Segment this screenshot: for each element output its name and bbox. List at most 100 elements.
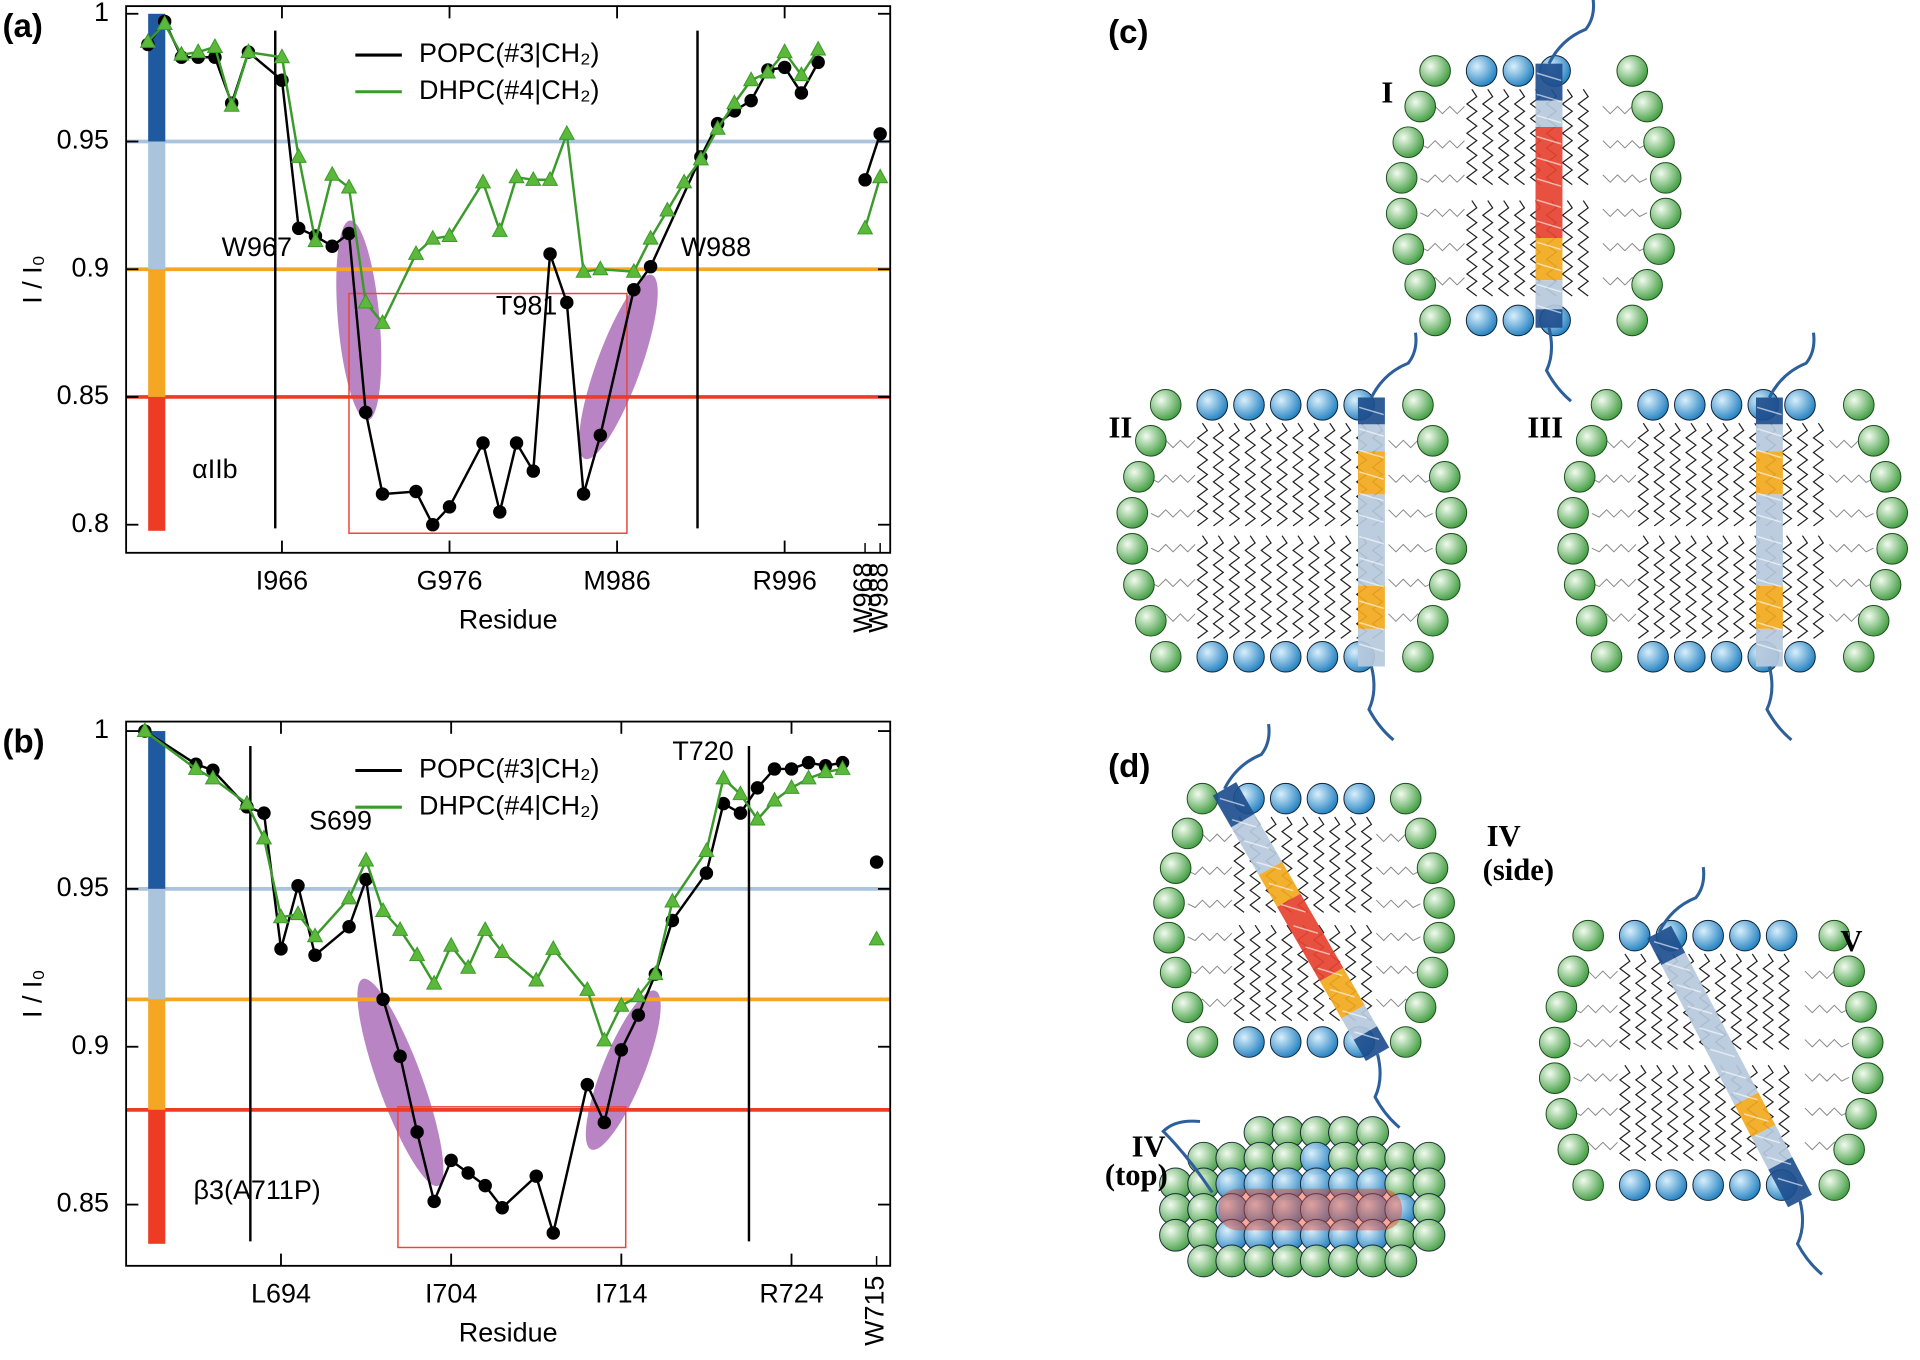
data-point <box>726 94 743 110</box>
lipid-tail <box>1276 535 1288 639</box>
lipid-tail <box>1573 1107 1618 1117</box>
lipid-tail <box>1602 242 1648 252</box>
data-point <box>750 781 765 795</box>
x-tick-label: I966 <box>256 565 308 595</box>
lipid-head <box>1153 921 1185 954</box>
data-point <box>614 1043 629 1057</box>
helix-turn <box>1219 797 1245 807</box>
lipid-tail <box>1187 866 1233 876</box>
data-point <box>393 1049 407 1063</box>
helix-turn <box>1536 156 1562 166</box>
lipid-head <box>1116 497 1149 529</box>
helix-segment <box>1734 1092 1776 1138</box>
lipid-tail <box>1618 1064 1631 1162</box>
x-tick-label: W715 <box>860 1276 890 1346</box>
data-point <box>408 946 426 962</box>
lipid-head <box>1538 1062 1571 1094</box>
lipid-head <box>1428 569 1461 601</box>
lipid-tail <box>1812 535 1825 639</box>
lipid-head <box>1784 640 1816 673</box>
lipid-head <box>1135 425 1167 457</box>
helix-turn <box>1732 1091 1758 1101</box>
lipid-head <box>1233 389 1265 421</box>
helix-turn <box>1536 135 1562 145</box>
x-tick-label: I714 <box>595 1278 647 1308</box>
panel-label: (c) <box>1108 14 1148 51</box>
helix-turn <box>1231 818 1257 828</box>
lipid-tail <box>1150 509 1196 518</box>
helix-turn <box>1756 535 1782 545</box>
lipid-head <box>1590 389 1623 421</box>
lipid-tail <box>1187 899 1233 909</box>
highlight-ellipse <box>357 978 444 1187</box>
data-point <box>749 810 766 826</box>
lipid-tail <box>1339 422 1352 527</box>
lipid-tail <box>1591 474 1637 484</box>
lipid-tail <box>1196 535 1209 639</box>
lipid-head <box>1385 197 1418 230</box>
data-point <box>692 150 710 166</box>
lipid-tail <box>1650 1064 1663 1162</box>
helix-turn <box>1358 492 1384 502</box>
data-point <box>340 178 358 194</box>
lipid-head <box>1159 852 1192 884</box>
helix-terminus <box>1370 332 1418 399</box>
helix-top <box>1218 1188 1403 1231</box>
data-point <box>856 219 874 235</box>
y-tick-label: 1 <box>94 714 109 744</box>
data-point <box>376 992 390 1007</box>
lipid-head <box>1171 817 1204 850</box>
data-point <box>255 829 273 845</box>
model-label: II <box>1108 411 1132 445</box>
data-point <box>374 902 392 917</box>
lipid-tail <box>1249 924 1262 1022</box>
lipid-tail <box>1360 816 1373 913</box>
lipid-tail <box>1212 535 1225 639</box>
highlights <box>336 220 661 1249</box>
lipid-head <box>1116 533 1149 565</box>
lipid-head <box>1306 640 1339 673</box>
helix-turn <box>1536 241 1562 251</box>
data-point <box>630 987 647 1003</box>
y-tick-label: 1 <box>94 0 109 27</box>
annotation: αIIb <box>192 454 238 484</box>
lipid-tail <box>1375 866 1421 876</box>
data-point <box>800 769 817 785</box>
level-band <box>148 888 166 1000</box>
lipid-head <box>1123 569 1155 601</box>
lipid-head <box>1389 1026 1422 1058</box>
data-point <box>342 226 356 241</box>
data-point <box>766 791 783 807</box>
helix-turn <box>1536 93 1562 103</box>
helix-turn <box>1358 428 1384 437</box>
lipid-tail <box>1187 932 1233 942</box>
lipid-tail <box>1829 578 1874 588</box>
lipid-tail <box>1780 422 1793 527</box>
data-point <box>290 147 307 163</box>
data-point <box>709 119 726 135</box>
lipid-tail <box>1388 543 1433 553</box>
lipid-tail <box>1420 208 1465 218</box>
data-point <box>359 405 373 420</box>
lipid-head <box>1572 1169 1604 1201</box>
lipid-tail <box>1804 1073 1850 1082</box>
data-point <box>441 227 458 243</box>
data-point <box>460 958 477 974</box>
lipid-head <box>1575 425 1608 457</box>
lipid-head <box>1465 55 1498 87</box>
lipid-tail <box>1701 535 1713 639</box>
lipid-head <box>1842 389 1875 421</box>
data-point <box>240 43 257 59</box>
lipid-head <box>1269 640 1302 673</box>
lipid-tail <box>1513 200 1526 297</box>
data-point <box>427 1194 441 1209</box>
data-point <box>173 45 190 61</box>
helix-turn <box>1536 114 1562 124</box>
helix-turn <box>1536 220 1562 230</box>
lipid-tail <box>1778 953 1790 1050</box>
data-point <box>206 38 224 53</box>
data-point <box>809 40 827 56</box>
helix-turn <box>1665 962 1690 972</box>
lipid-tail <box>1716 535 1729 639</box>
